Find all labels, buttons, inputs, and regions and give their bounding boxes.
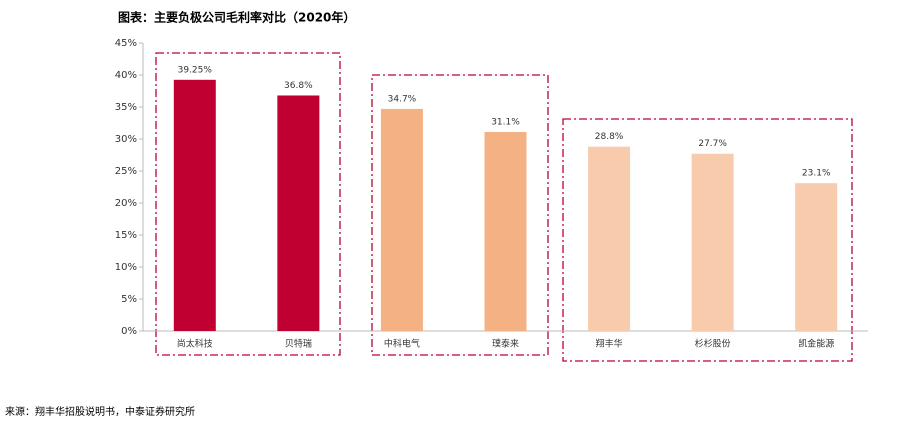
data-label: 36.8% bbox=[284, 81, 313, 91]
bar bbox=[277, 95, 320, 331]
x-tick-label: 璞泰来 bbox=[492, 338, 519, 350]
y-tick-label: 20% bbox=[115, 198, 137, 209]
source-note: 来源：翔丰华招股说明书，中泰证券研究所 bbox=[5, 405, 195, 418]
bar bbox=[588, 146, 631, 331]
bar bbox=[380, 108, 423, 331]
bar bbox=[795, 183, 838, 331]
bar bbox=[691, 153, 734, 331]
y-tick-label: 0% bbox=[121, 326, 137, 337]
y-tick-label: 10% bbox=[115, 262, 137, 273]
x-tick-label: 杉杉股份 bbox=[695, 338, 731, 350]
x-tick-label: 贝特瑞 bbox=[285, 338, 312, 350]
y-tick-label: 25% bbox=[115, 166, 137, 177]
y-tick-label: 40% bbox=[115, 70, 137, 81]
group-outline bbox=[371, 74, 549, 356]
data-label: 31.1% bbox=[491, 117, 520, 127]
y-tick-label: 35% bbox=[115, 102, 137, 113]
y-tick-label: 30% bbox=[115, 134, 137, 145]
bar bbox=[484, 131, 527, 331]
x-tick-label: 中科电气 bbox=[384, 338, 420, 350]
y-tick-label: 45% bbox=[115, 38, 137, 49]
x-tick-label: 翔丰华 bbox=[596, 338, 623, 350]
x-tick-label: 尚太科技 bbox=[177, 338, 213, 350]
data-label: 39.25% bbox=[178, 65, 213, 75]
chart-title: 图表：主要负极公司毛利率对比（2020年） bbox=[118, 10, 355, 25]
x-tick-label: 凯金能源 bbox=[798, 338, 834, 350]
data-label: 34.7% bbox=[388, 94, 417, 104]
group-outline bbox=[562, 118, 853, 362]
data-label: 27.7% bbox=[698, 139, 727, 149]
y-tick-label: 15% bbox=[115, 230, 137, 241]
group-outline bbox=[155, 52, 341, 356]
y-tick-label: 5% bbox=[121, 294, 137, 305]
data-label: 23.1% bbox=[802, 169, 831, 179]
data-label: 28.8% bbox=[595, 132, 624, 142]
bar bbox=[173, 79, 216, 331]
